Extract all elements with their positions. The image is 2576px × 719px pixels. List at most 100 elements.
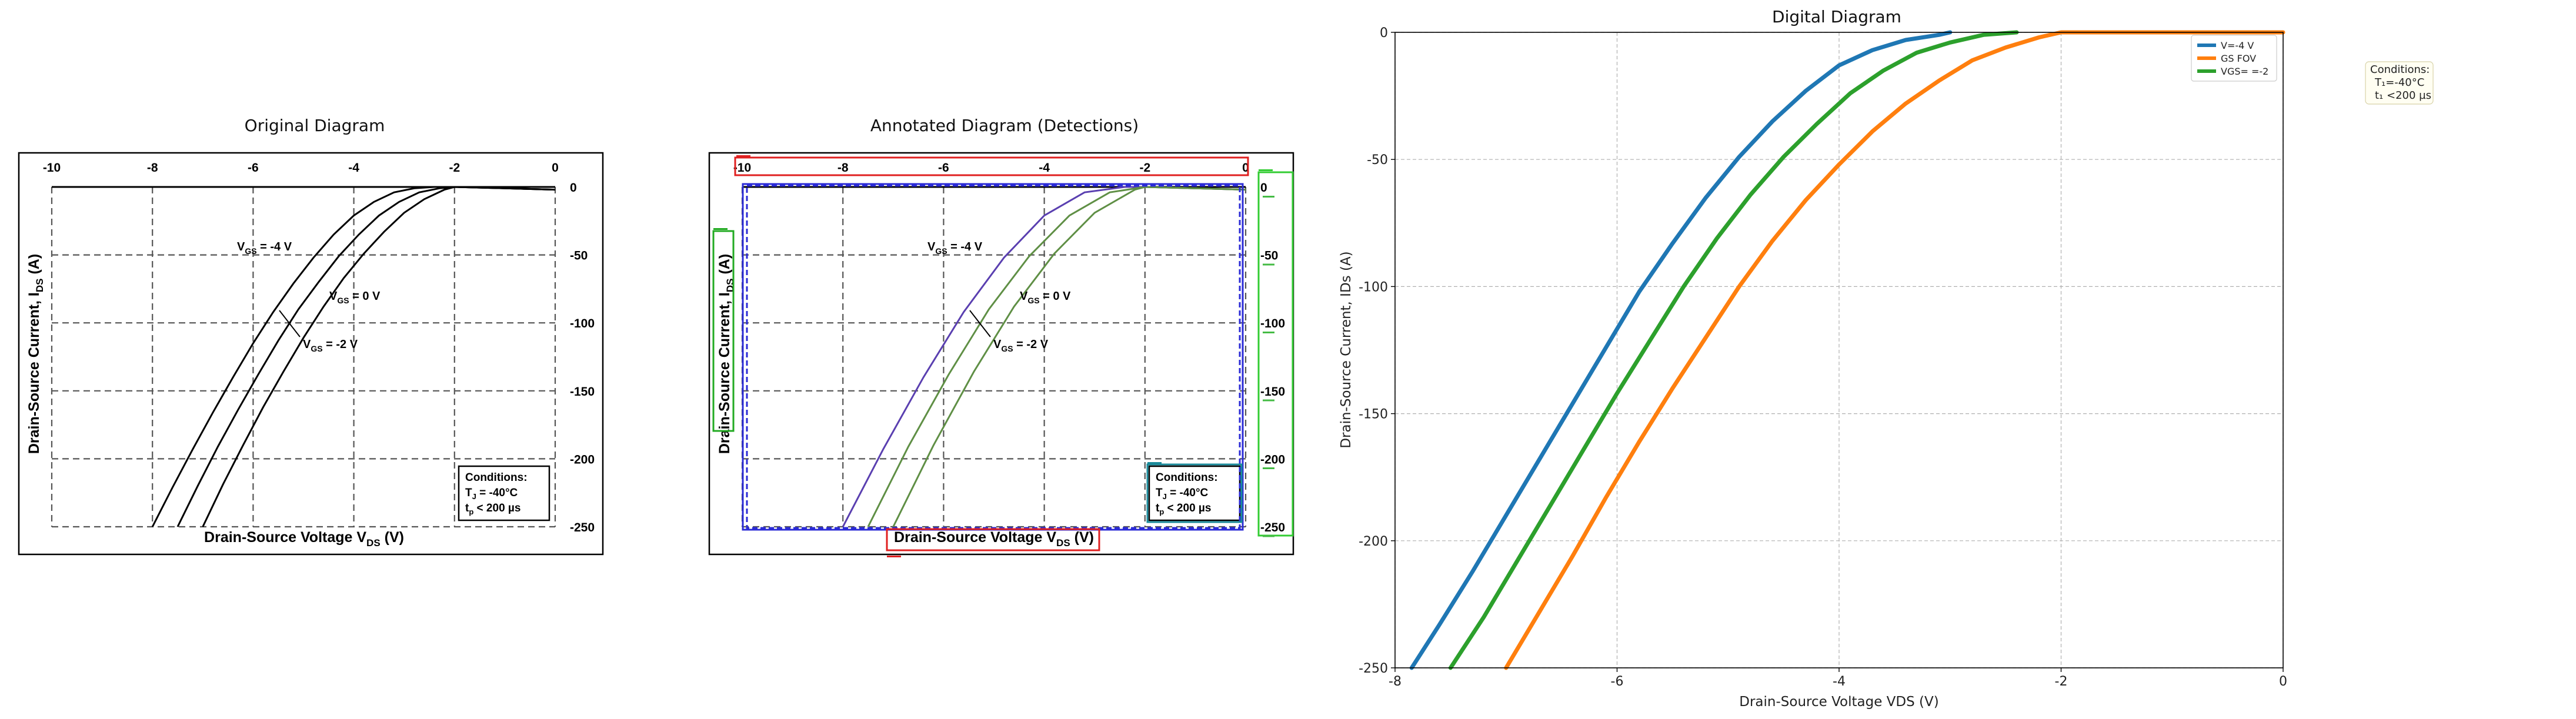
original-y-axis-label: Drain-Source Current, IDS (A) bbox=[26, 254, 45, 454]
y-tick-label: -100 bbox=[1260, 317, 1285, 330]
conditions-tj: TJ = -40°C bbox=[465, 487, 518, 501]
y-tick-label: -150 bbox=[1260, 385, 1285, 399]
digital-legend: V=-4 V GS FOV VGS= =-2 bbox=[2191, 35, 2277, 82]
conditions-heading: Conditions: bbox=[465, 471, 528, 484]
legend-label: VGS= =-2 bbox=[2221, 66, 2268, 77]
y-tick-label: -150 bbox=[1359, 407, 1388, 422]
detection-tag bbox=[1259, 169, 1273, 171]
curve-line bbox=[151, 186, 556, 527]
digital-x-axis-label: Drain-Source Voltage VDS (V) bbox=[1739, 694, 1938, 710]
detection-y-label-box bbox=[712, 230, 735, 432]
digital-x-ticks: -8 -6 -4 -2 0 bbox=[1389, 668, 2287, 689]
y-tick-label: -200 bbox=[1260, 453, 1285, 466]
original-conditions-box: Conditions: TJ = -40°C tp < 200 µs bbox=[458, 465, 550, 521]
y-tick-label: 0 bbox=[1380, 26, 1388, 41]
y-tick-label: -100 bbox=[1359, 280, 1388, 295]
detection-boxes bbox=[712, 155, 1294, 557]
annotated-conditions-tp: tp < 200 µs bbox=[1156, 502, 1211, 516]
annotated-conditions-heading: Conditions: bbox=[1156, 471, 1218, 484]
original-x-ticks: -10 -8 -6 -4 -2 0 bbox=[43, 161, 559, 175]
digital-title: Digital Diagram bbox=[1772, 7, 1901, 26]
x-tick-label: -4 bbox=[1039, 161, 1050, 175]
digital-conditions-box: Conditions: T₁=-40°C t₁ <200 µs bbox=[2365, 61, 2434, 105]
detection-tag bbox=[1263, 467, 1274, 469]
x-tick-label: -6 bbox=[1611, 674, 1624, 689]
annotated-leader-line bbox=[969, 310, 991, 337]
x-tick-label: -8 bbox=[1389, 674, 1402, 689]
y-tick-label: 0 bbox=[570, 181, 577, 195]
curve-line bbox=[176, 186, 556, 527]
digital-conditions-tp: t₁ <200 µs bbox=[2375, 89, 2431, 102]
y-tick-label: -50 bbox=[570, 249, 588, 263]
curve-line bbox=[892, 186, 1246, 527]
x-tick-label: 0 bbox=[552, 161, 559, 175]
legend-label: V=-4 V bbox=[2221, 40, 2254, 51]
detection-tag bbox=[1263, 399, 1274, 402]
x-tick-label: -4 bbox=[348, 161, 359, 175]
detection-y-ticks-box bbox=[1257, 171, 1294, 537]
y-tick-label: -50 bbox=[1260, 249, 1278, 263]
annotated-conditions-box: Conditions: TJ = -40°C tp < 200 µs bbox=[1148, 465, 1241, 521]
x-tick-label: -8 bbox=[837, 161, 849, 175]
digital-conditions-tj: T₁=-40°C bbox=[2374, 76, 2424, 89]
digital-y-axis-label: Drain-Source Current, IDs (A) bbox=[1339, 251, 1354, 448]
y-tick-label: -200 bbox=[1359, 534, 1388, 549]
original-x-axis-label: Drain-Source Voltage VDS (V) bbox=[204, 529, 404, 549]
annotation-vgs-0: VGS = 0 V bbox=[329, 290, 381, 305]
annotated-curves bbox=[842, 186, 1246, 527]
y-tick-label: -250 bbox=[570, 521, 595, 534]
digital-curves bbox=[1409, 30, 2285, 670]
x-tick-label: -4 bbox=[1833, 674, 1846, 689]
detection-tag bbox=[1263, 535, 1274, 537]
annotated-y-ticks: 0 -50 -100 -150 -200 -250 bbox=[1260, 181, 1285, 534]
y-tick-label: -200 bbox=[570, 453, 595, 466]
detection-x-label-box bbox=[886, 528, 1100, 551]
y-tick-label: 0 bbox=[1260, 181, 1267, 195]
annotated-annotation-vgs-neg2: VGS = -2 V bbox=[993, 338, 1049, 353]
annotated-annotation-vgs-0: VGS = 0 V bbox=[1020, 290, 1071, 305]
x-tick-label: -10 bbox=[43, 161, 61, 175]
series-line bbox=[1448, 30, 2019, 670]
digital-diagram-panel: Digital Diagram -8 -6 -4 -2 0 0 -50 -100 -150 -2… bbox=[1339, 7, 2434, 710]
y-tick-label: -250 bbox=[1359, 661, 1388, 676]
original-curves bbox=[151, 186, 556, 527]
curve-line bbox=[867, 186, 1246, 527]
y-tick-label: -250 bbox=[1260, 521, 1285, 534]
conditions-tp: tp < 200 µs bbox=[465, 502, 520, 516]
annotation-vgs-neg2: VGS = -2 V bbox=[303, 338, 358, 353]
digital-grid bbox=[1394, 32, 2284, 668]
legend-label: GS FOV bbox=[2221, 53, 2256, 64]
annotated-diagram-panel: Annotated Diagram (Detections) -10 -8 -6 -4… bbox=[708, 116, 1294, 557]
series-line bbox=[1409, 30, 1953, 670]
annotation-vgs-neg4: VGS = -4 V bbox=[237, 240, 292, 256]
x-tick-label: -6 bbox=[938, 161, 949, 175]
y-tick-label: -100 bbox=[570, 317, 595, 330]
annotation-leader-line bbox=[279, 310, 301, 337]
series-line bbox=[1504, 30, 2285, 670]
annotated-x-axis-label: Drain-Source Voltage VDS (V) bbox=[894, 529, 1094, 549]
annotated-y-axis-label: Drain-Source Current, IDS (A) bbox=[716, 254, 736, 454]
detection-x-ticks-box bbox=[734, 156, 1249, 176]
annotated-annotation-vgs-neg4: VGS = -4 V bbox=[927, 240, 983, 256]
detection-tag bbox=[887, 556, 901, 557]
detection-tag bbox=[736, 155, 750, 157]
annotated-conditions-tj: TJ = -40°C bbox=[1156, 487, 1209, 501]
digital-y-ticks: 0 -50 -100 -150 -200 -250 bbox=[1359, 26, 1395, 676]
digital-conditions-heading: Conditions: bbox=[2370, 63, 2430, 76]
x-tick-label: -2 bbox=[449, 161, 460, 175]
detection-conditions-box bbox=[1146, 463, 1243, 523]
annotated-x-ticks: -10 -8 -6 -4 -2 0 bbox=[733, 161, 1249, 175]
detection-tag bbox=[713, 228, 728, 230]
curve-line bbox=[202, 186, 556, 527]
original-title: Original Diagram bbox=[245, 116, 385, 135]
y-tick-label: -50 bbox=[1367, 153, 1388, 168]
detection-tag bbox=[1263, 196, 1274, 198]
curve-line bbox=[842, 186, 1246, 527]
detection-tag bbox=[1147, 462, 1162, 464]
detection-plot-area-inner-box bbox=[746, 185, 1241, 529]
detection-tag bbox=[1263, 332, 1274, 333]
annotated-title: Annotated Diagram (Detections) bbox=[870, 116, 1139, 135]
x-tick-label: -2 bbox=[2055, 674, 2068, 689]
x-tick-label: -10 bbox=[733, 161, 751, 175]
